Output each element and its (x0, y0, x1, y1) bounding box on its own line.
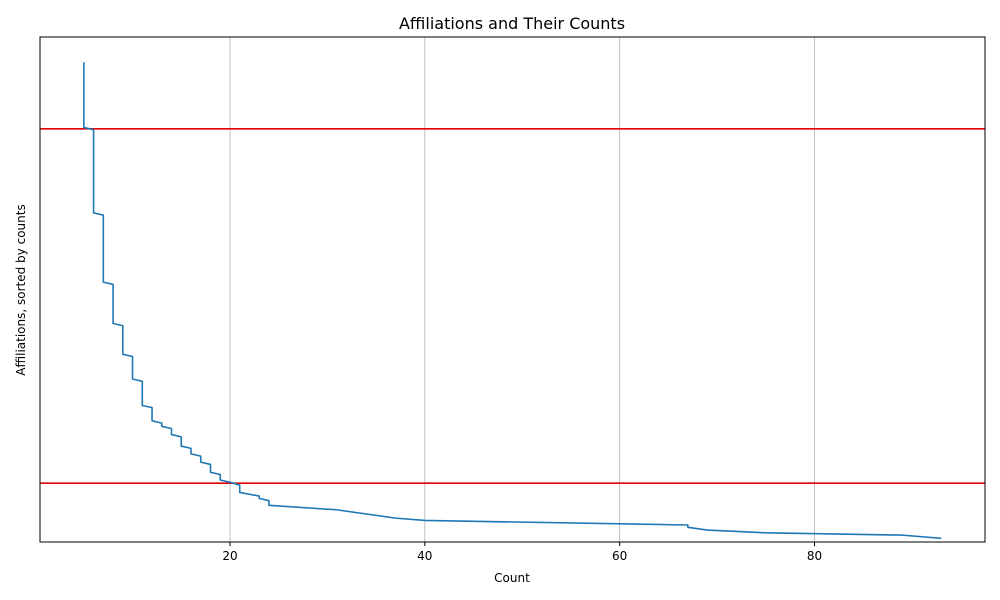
x-tick-label-60: 60 (612, 549, 627, 563)
y-axis-label: Affiliations, sorted by counts (14, 204, 28, 375)
series-line-1 (83, 62, 942, 540)
x-tick-label-80: 80 (807, 549, 822, 563)
x-tick-label-20: 20 (222, 549, 237, 563)
plot-area-frame (39, 36, 986, 543)
reference-lines (40, 128, 985, 485)
x-axis-ticks: 20 40 60 80 (222, 542, 822, 563)
grid-lines (229, 37, 815, 542)
chart-title: Affiliations and Their Counts (399, 14, 625, 33)
series-group (83, 62, 942, 540)
x-axis-label: Count (494, 571, 530, 585)
x-tick-label-40: 40 (417, 549, 432, 563)
